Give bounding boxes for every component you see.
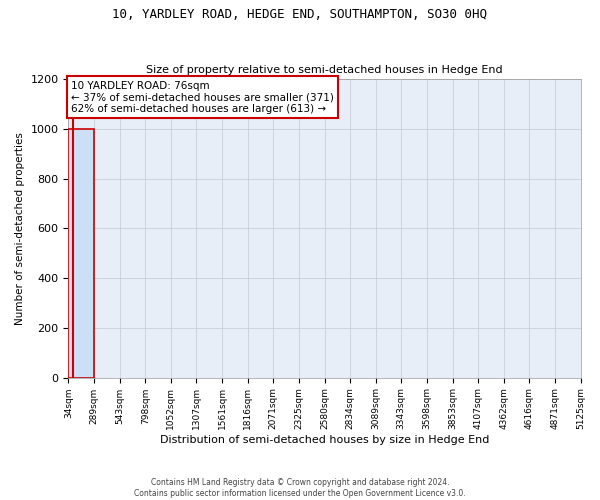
Title: Size of property relative to semi-detached houses in Hedge End: Size of property relative to semi-detach… <box>146 66 503 76</box>
Text: 10, YARDLEY ROAD, HEDGE END, SOUTHAMPTON, SO30 0HQ: 10, YARDLEY ROAD, HEDGE END, SOUTHAMPTON… <box>113 8 487 20</box>
Y-axis label: Number of semi-detached properties: Number of semi-detached properties <box>15 132 25 325</box>
Text: 10 YARDLEY ROAD: 76sqm
← 37% of semi-detached houses are smaller (371)
62% of se: 10 YARDLEY ROAD: 76sqm ← 37% of semi-det… <box>71 80 334 114</box>
X-axis label: Distribution of semi-detached houses by size in Hedge End: Distribution of semi-detached houses by … <box>160 435 489 445</box>
Bar <box>68 129 94 378</box>
Text: Contains HM Land Registry data © Crown copyright and database right 2024.
Contai: Contains HM Land Registry data © Crown c… <box>134 478 466 498</box>
